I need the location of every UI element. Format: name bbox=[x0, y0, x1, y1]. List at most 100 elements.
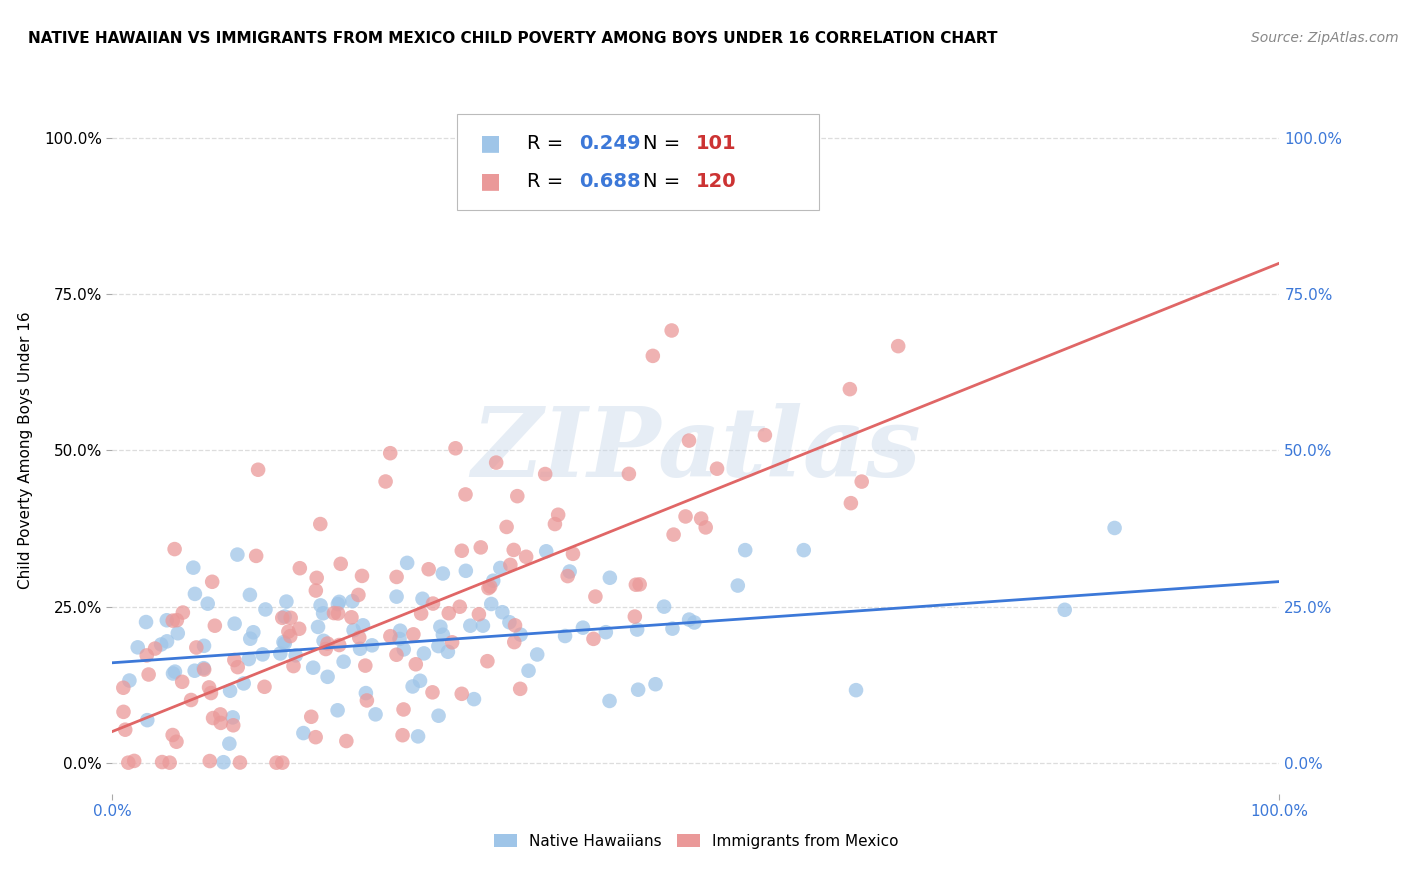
Point bbox=[354, 686, 377, 700]
Point bbox=[470, 541, 492, 555]
Point bbox=[276, 594, 298, 608]
Point bbox=[662, 527, 685, 541]
Point bbox=[427, 639, 450, 653]
Point bbox=[471, 618, 494, 632]
Point bbox=[198, 681, 221, 695]
Point bbox=[432, 628, 454, 642]
Point bbox=[450, 543, 472, 558]
Point bbox=[454, 487, 477, 501]
Point bbox=[683, 615, 706, 630]
Point bbox=[273, 609, 295, 624]
Point bbox=[305, 571, 328, 585]
Point bbox=[441, 635, 464, 649]
Point bbox=[422, 685, 444, 699]
Point bbox=[641, 349, 664, 363]
Point bbox=[437, 645, 460, 659]
Point bbox=[506, 489, 529, 503]
Point bbox=[678, 434, 700, 448]
Point bbox=[162, 728, 184, 742]
Point bbox=[219, 683, 242, 698]
Point bbox=[226, 548, 249, 562]
Point bbox=[222, 710, 245, 724]
Point bbox=[1053, 603, 1076, 617]
Point bbox=[1104, 521, 1126, 535]
Point bbox=[477, 581, 499, 595]
Point bbox=[405, 657, 427, 672]
Point bbox=[166, 613, 188, 627]
Point bbox=[166, 626, 188, 640]
Point bbox=[624, 577, 647, 591]
Point bbox=[299, 710, 322, 724]
Point bbox=[652, 599, 675, 614]
Point bbox=[412, 591, 434, 606]
Point bbox=[288, 561, 311, 575]
Point bbox=[166, 735, 188, 749]
Point bbox=[429, 620, 451, 634]
Text: 0.688: 0.688 bbox=[579, 172, 641, 191]
Point bbox=[305, 730, 328, 744]
Point bbox=[273, 635, 295, 649]
Point bbox=[479, 579, 502, 593]
Point bbox=[340, 610, 363, 624]
Point bbox=[385, 590, 408, 604]
Text: R =: R = bbox=[527, 172, 569, 191]
Point bbox=[422, 597, 444, 611]
Point bbox=[342, 594, 364, 608]
Point bbox=[309, 517, 332, 532]
Point bbox=[385, 570, 408, 584]
Text: NATIVE HAWAIIAN VS IMMIGRANTS FROM MEXICO CHILD POVERTY AMONG BOYS UNDER 16 CORR: NATIVE HAWAIIAN VS IMMIGRANTS FROM MEXIC… bbox=[28, 31, 998, 46]
Point bbox=[727, 578, 749, 592]
Point bbox=[449, 599, 471, 614]
Point bbox=[413, 647, 436, 661]
Point bbox=[224, 653, 246, 667]
Point bbox=[302, 661, 325, 675]
Point bbox=[316, 670, 339, 684]
Point bbox=[385, 648, 408, 662]
Point bbox=[644, 677, 666, 691]
Point bbox=[326, 597, 349, 611]
Point bbox=[352, 618, 374, 632]
Point bbox=[254, 602, 277, 616]
Point bbox=[307, 620, 329, 634]
Point bbox=[380, 629, 402, 643]
Text: ZIPatlas: ZIPatlas bbox=[471, 403, 921, 498]
Point bbox=[162, 614, 184, 628]
Point bbox=[172, 606, 194, 620]
Point bbox=[118, 673, 141, 688]
Point bbox=[156, 613, 179, 627]
Point bbox=[112, 681, 135, 695]
Point bbox=[572, 621, 595, 635]
Text: N =: N = bbox=[644, 172, 688, 191]
Point bbox=[485, 456, 508, 470]
Point bbox=[312, 607, 335, 621]
Point bbox=[329, 557, 352, 571]
Point bbox=[388, 632, 411, 646]
Legend: Native Hawaiians, Immigrants from Mexico: Native Hawaiians, Immigrants from Mexico bbox=[488, 828, 904, 855]
Point bbox=[186, 640, 208, 655]
Point bbox=[252, 648, 274, 662]
Point bbox=[361, 638, 384, 652]
Point bbox=[515, 549, 537, 564]
Point bbox=[534, 544, 557, 558]
Point bbox=[402, 627, 425, 641]
Point bbox=[218, 737, 240, 751]
Point bbox=[150, 638, 173, 652]
Point bbox=[482, 574, 505, 588]
Point bbox=[661, 323, 683, 337]
Point bbox=[135, 648, 157, 663]
Point bbox=[135, 615, 157, 629]
Point bbox=[517, 664, 540, 678]
Point bbox=[242, 625, 264, 640]
Point bbox=[557, 569, 579, 583]
Point bbox=[845, 683, 868, 698]
Point bbox=[526, 648, 548, 662]
Point bbox=[706, 461, 728, 475]
Point bbox=[342, 623, 364, 637]
Point bbox=[851, 475, 873, 489]
Point bbox=[247, 463, 270, 477]
Point bbox=[163, 542, 186, 557]
Point bbox=[793, 543, 815, 558]
Point bbox=[180, 693, 202, 707]
Point bbox=[347, 588, 370, 602]
Point bbox=[364, 707, 387, 722]
